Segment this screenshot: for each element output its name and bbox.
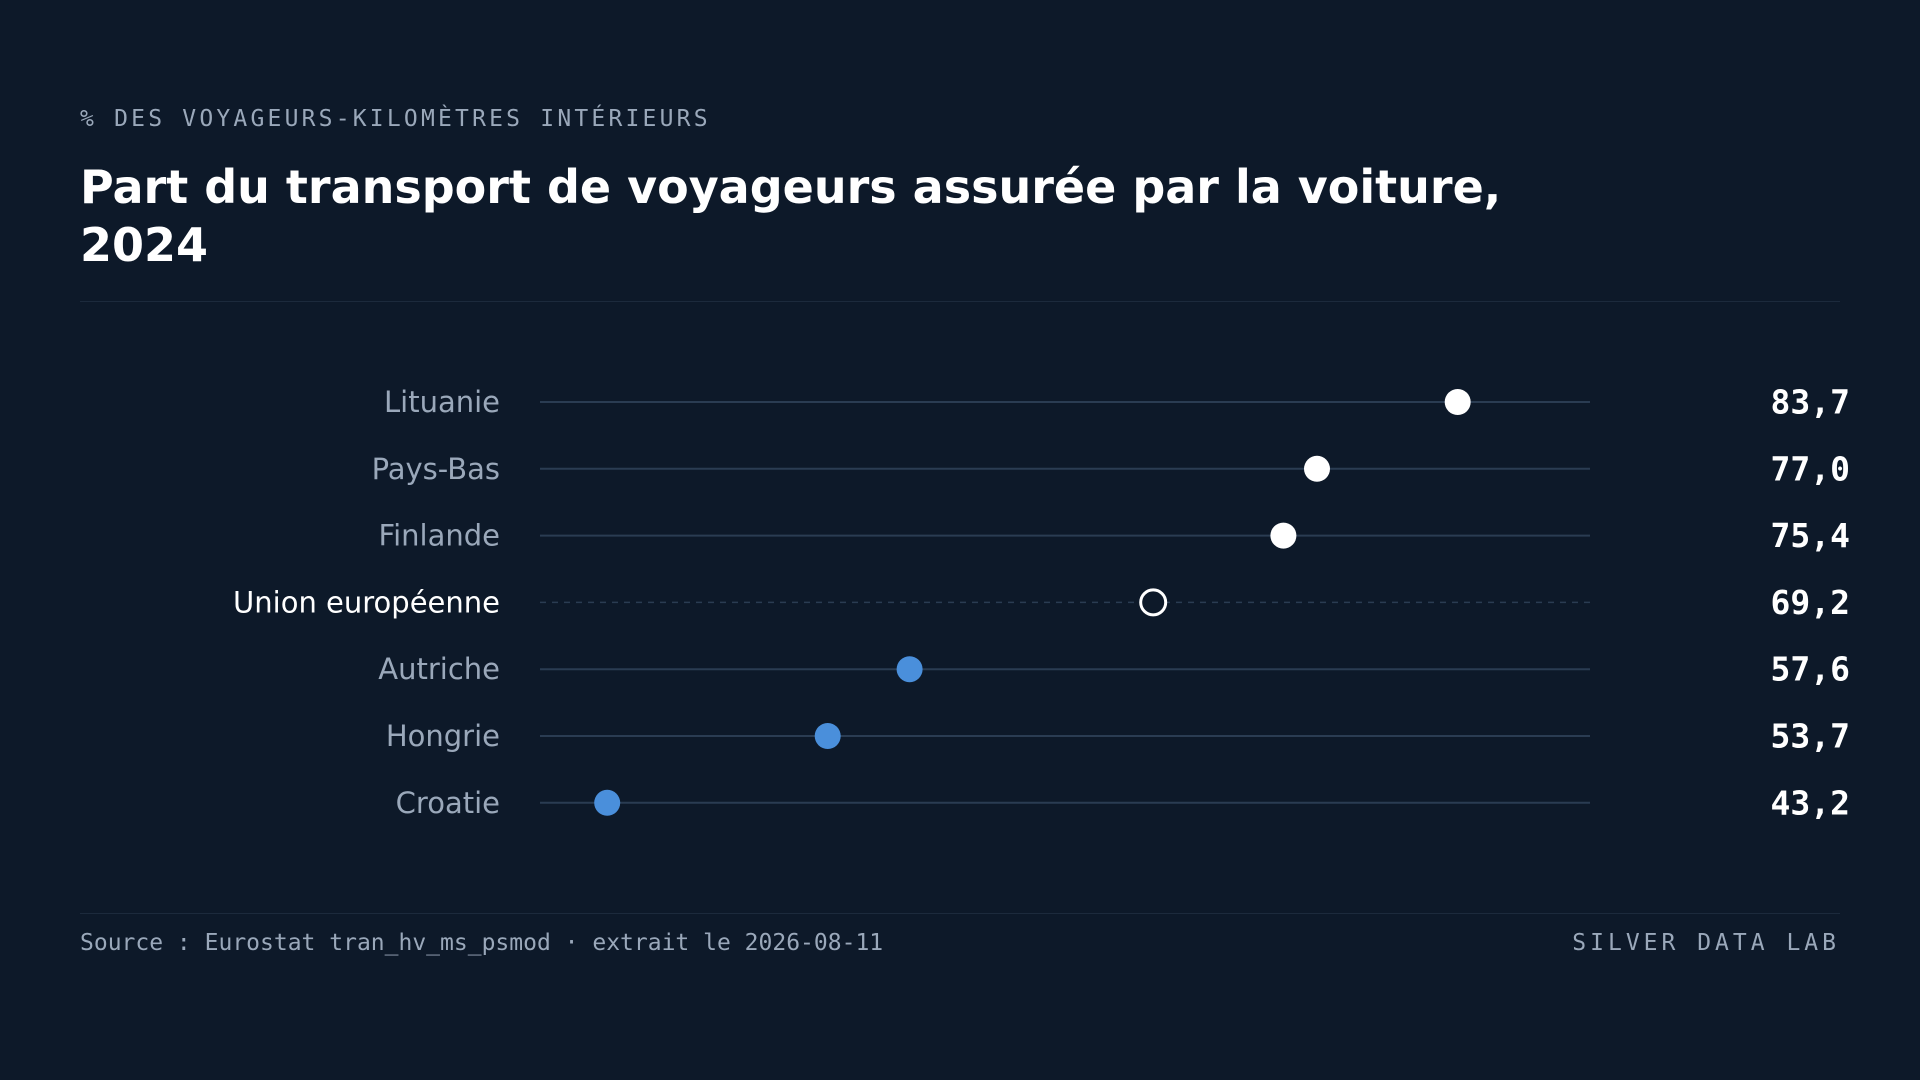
- chart-title: Part du transport de voyageurs assurée p…: [80, 160, 1502, 272]
- data-point: [814, 723, 841, 749]
- header-divider: [80, 301, 1840, 302]
- category-label: Hongrie: [386, 719, 500, 753]
- reference-dot: [1139, 588, 1168, 617]
- chart-kicker: % DES VOYAGEURS-KILOMÈTRES INTÉRIEURS: [80, 106, 711, 132]
- footer-divider: [80, 913, 1840, 914]
- data-point: [1270, 522, 1297, 549]
- value-label: 57,6: [1771, 650, 1850, 689]
- category-label: Finlande: [379, 519, 500, 553]
- value-label: 77,0: [1771, 449, 1850, 488]
- brand-label: SILVER DATA LAB: [1572, 930, 1840, 956]
- data-point: [1444, 389, 1471, 415]
- value-label: 69,2: [1771, 583, 1850, 622]
- data-point: [1304, 455, 1330, 482]
- category-label: Lituanie: [384, 385, 500, 419]
- value-label: 83,7: [1771, 383, 1850, 422]
- category-label: Union européenne: [233, 585, 500, 619]
- data-point: [594, 789, 621, 816]
- category-label: Croatie: [396, 786, 500, 820]
- category-label: Autriche: [378, 652, 500, 686]
- source-note: Source : Eurostat tran_hv_ms_psmod · ext…: [80, 930, 884, 956]
- value-label: 53,7: [1771, 717, 1850, 756]
- data-point: [896, 656, 923, 683]
- category-label: Pays-Bas: [372, 452, 500, 486]
- value-label: 43,2: [1771, 783, 1850, 822]
- value-label: 75,4: [1771, 516, 1850, 555]
